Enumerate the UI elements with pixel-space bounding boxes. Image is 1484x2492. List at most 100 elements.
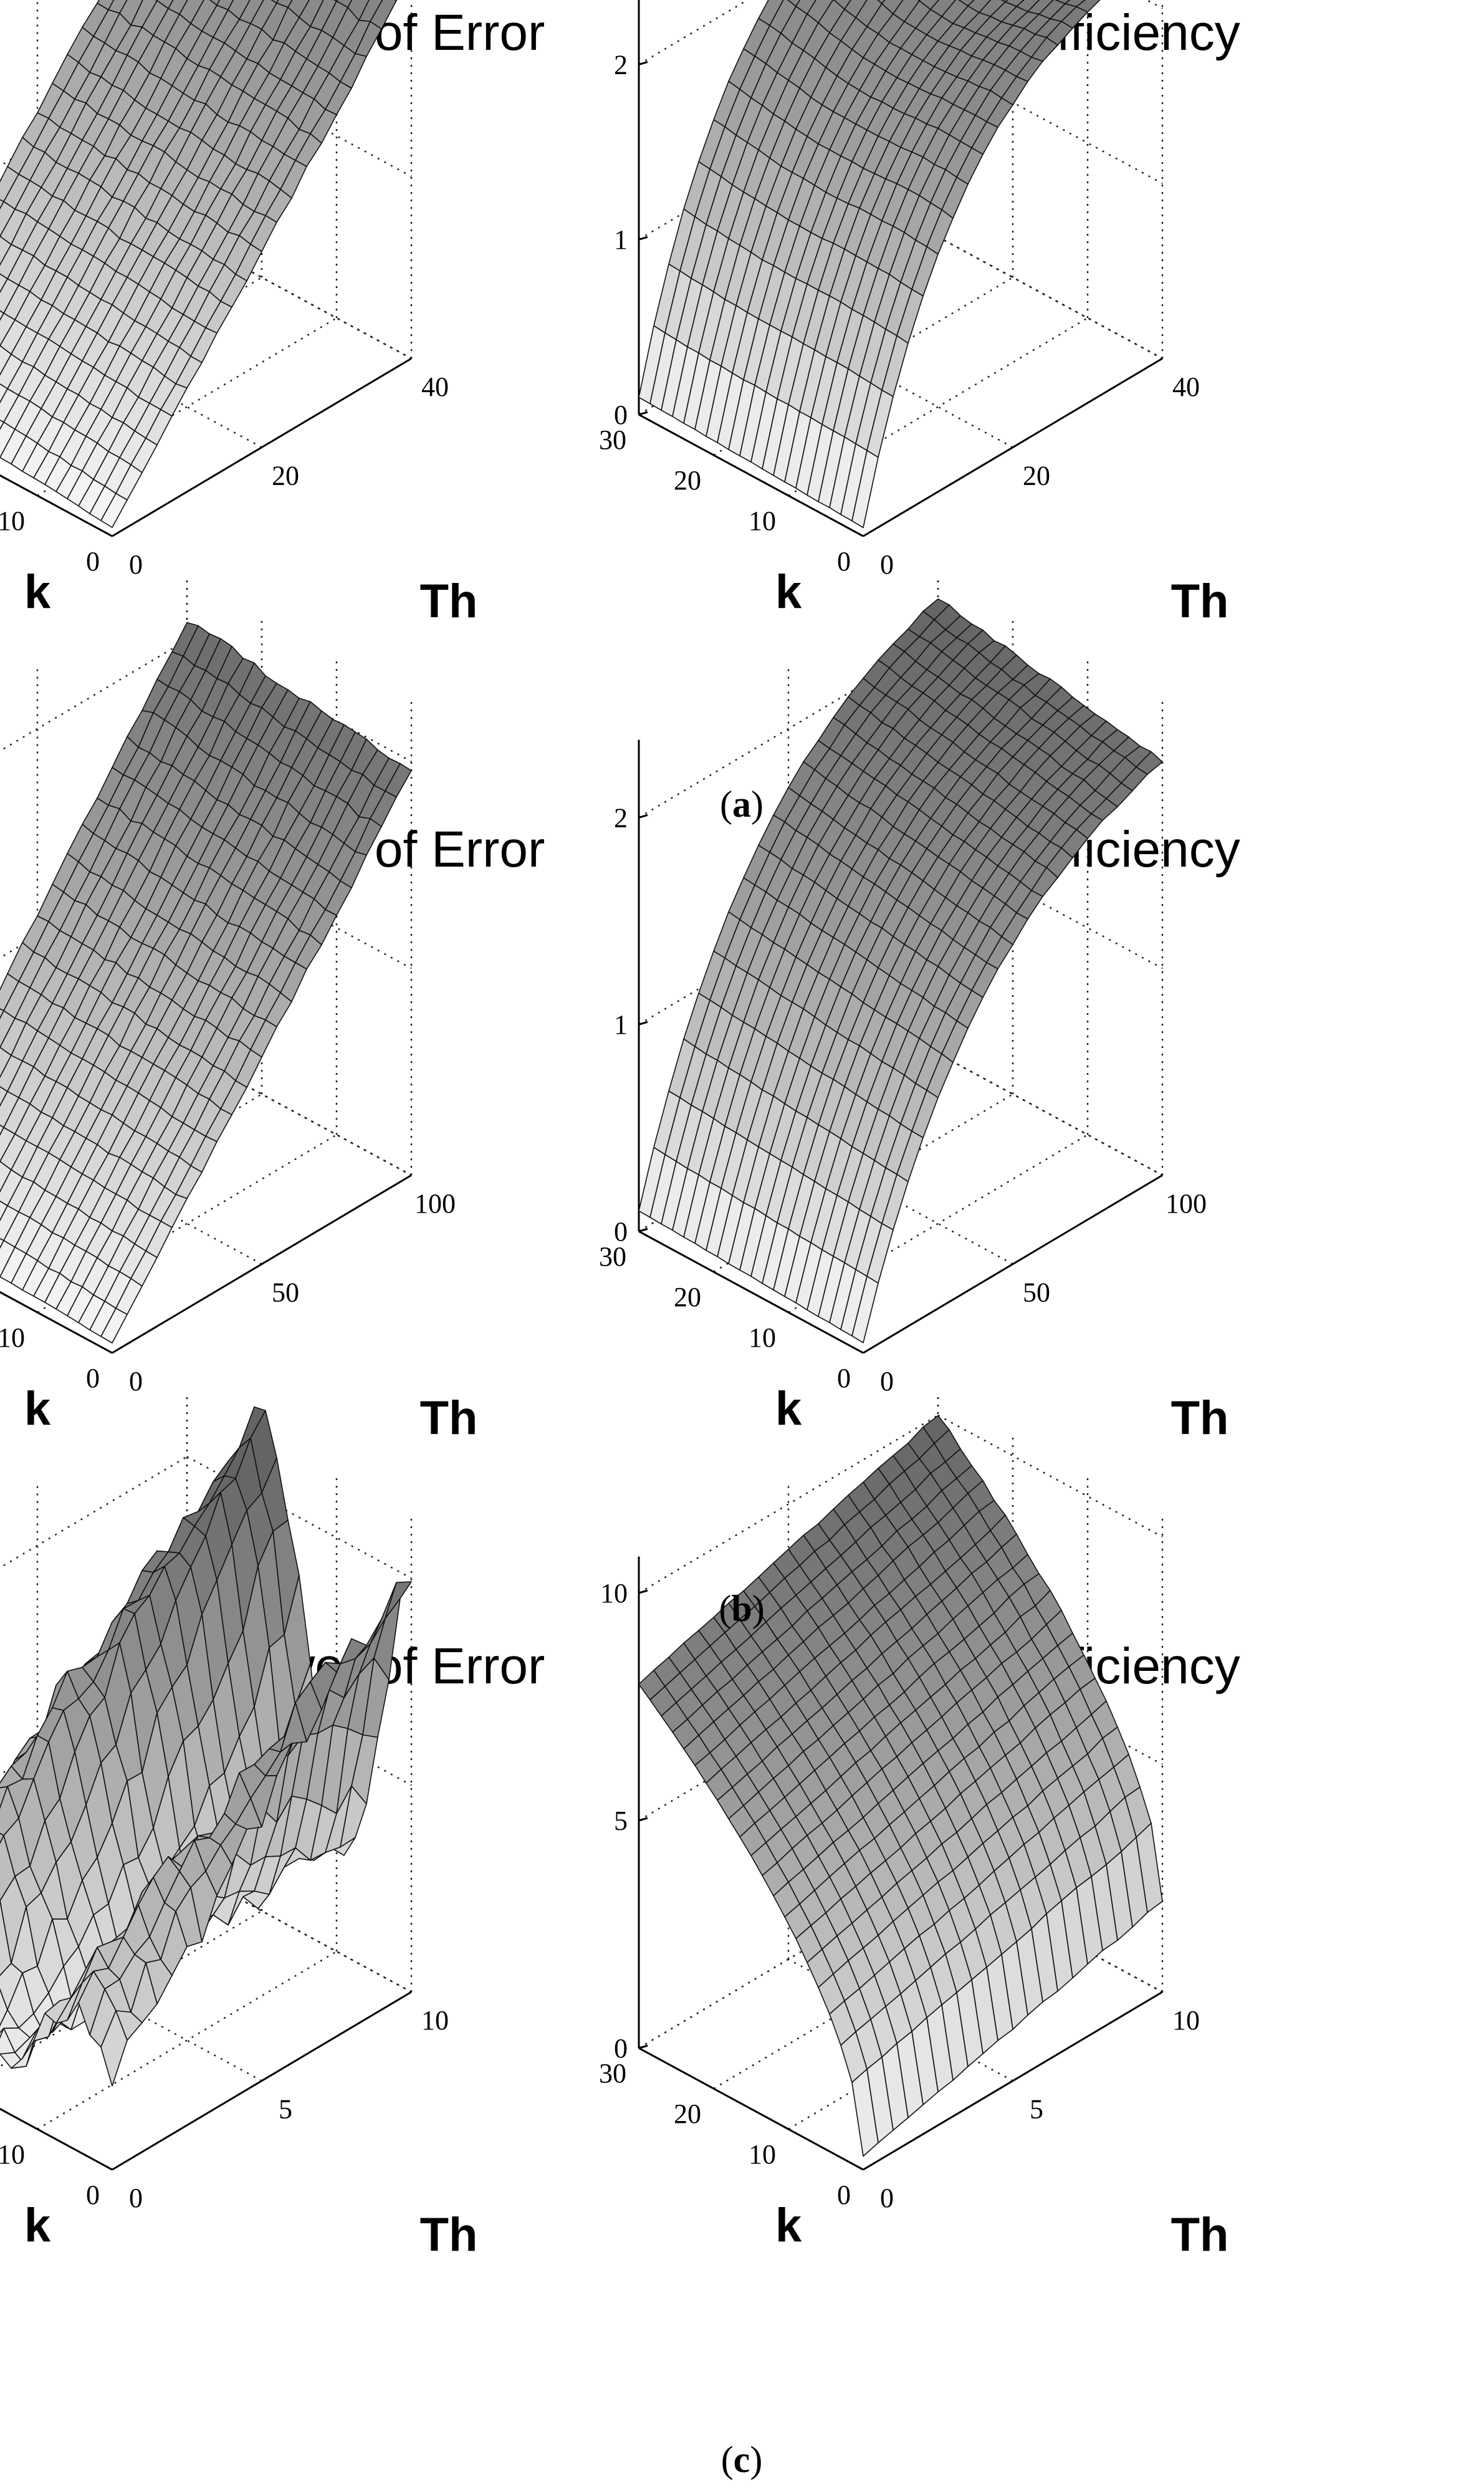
- grid-line: [788, 325, 1013, 448]
- k-tick-label: 20: [674, 1282, 701, 1312]
- surface-facet: [851, 450, 879, 529]
- surface-facet: [851, 1276, 879, 1344]
- th-axis: [112, 357, 412, 537]
- th-axis-label: Th: [1171, 575, 1229, 628]
- grid-line: [937, 236, 1163, 360]
- k-axis: [0, 2107, 113, 2171]
- surface-facet: [100, 493, 128, 528]
- k-tick-label: 10: [0, 1322, 25, 1353]
- z-tick-label: 0: [614, 2033, 628, 2064]
- k-axis-label: k: [775, 565, 802, 618]
- k-axis-label: k: [24, 1382, 51, 1435]
- z-tick: [638, 814, 648, 819]
- surface-facet: [851, 2069, 879, 2157]
- k-tick-label: 10: [749, 506, 776, 536]
- th-axis: [112, 1991, 412, 2171]
- k-tick-label: 10: [0, 506, 25, 536]
- th-axis-label: Th: [420, 2208, 478, 2261]
- k-axis: [638, 413, 864, 537]
- z-tick: [638, 61, 648, 65]
- th-axis-label: Th: [1171, 2208, 1229, 2261]
- th-axis: [863, 1991, 1163, 2171]
- k-axis-label: k: [24, 565, 51, 618]
- k-axis-label: k: [775, 1382, 802, 1435]
- th-tick-label: 5: [1030, 2094, 1043, 2125]
- grid-line: [937, 1052, 1163, 1176]
- th-tick-label: 0: [129, 549, 143, 580]
- z-tick-label: 5: [614, 1806, 628, 1836]
- k-axis-label: k: [24, 2199, 51, 2252]
- th-axis: [863, 357, 1163, 537]
- z-tick: [638, 1589, 648, 1594]
- th-tick-label: 100: [414, 1188, 456, 1219]
- surface-facet: [100, 2010, 128, 2087]
- k-tick-label: 30: [599, 1241, 626, 1272]
- k-axis: [638, 1230, 864, 1354]
- k-axis: [638, 2047, 864, 2171]
- th-axis-label: Th: [420, 575, 478, 628]
- z-tick-label: 1: [614, 1009, 628, 1040]
- th-tick-label: 100: [1166, 1188, 1207, 1219]
- k-tick-label: 20: [674, 2099, 701, 2129]
- k-tick-label: 10: [0, 2139, 25, 2170]
- th-tick-label: 0: [880, 1366, 894, 1397]
- grid-line: [37, 1958, 262, 2082]
- panel-b-left: Power of Error010200501000102030Thk: [0, 575, 545, 1445]
- caption-c: (c): [721, 2439, 763, 2480]
- th-tick-label: 0: [129, 2183, 143, 2213]
- z-tick-label: 10: [600, 1578, 628, 1609]
- surface-facet: [100, 1307, 128, 1344]
- th-tick-label: 10: [1172, 2005, 1200, 2036]
- k-tick-label: 0: [837, 546, 851, 577]
- caption-a: (a): [720, 784, 764, 825]
- th-tick-label: 0: [880, 2183, 894, 2213]
- grid-line: [186, 1052, 412, 1176]
- th-tick-label: 40: [1172, 372, 1200, 402]
- th-axis-label: Th: [1171, 1392, 1229, 1445]
- th-tick-label: 0: [880, 549, 894, 580]
- th-tick-label: 50: [272, 1277, 299, 1308]
- th-axis: [112, 1174, 412, 1354]
- k-tick-label: 0: [837, 2180, 851, 2210]
- caption-b: (b): [719, 1588, 764, 1629]
- grid-line: [186, 1456, 412, 1579]
- th-tick-label: 40: [421, 372, 449, 402]
- z-tick-label: 0: [614, 400, 628, 430]
- z-tick: [638, 1817, 648, 1822]
- z-tick-label: 2: [614, 802, 628, 833]
- th-tick-label: 0: [129, 1366, 143, 1397]
- th-axis: [863, 1174, 1163, 1354]
- k-tick-label: 0: [837, 1363, 851, 1393]
- z-tick: [638, 1021, 648, 1026]
- grid-line: [186, 236, 412, 360]
- k-tick-label: 20: [674, 465, 701, 496]
- k-axis: [0, 1291, 113, 1354]
- z-tick-label: 0: [614, 1216, 628, 1247]
- k-tick-label: 0: [86, 1363, 100, 1393]
- th-tick-label: 5: [279, 2094, 292, 2125]
- k-tick-label: 0: [86, 2180, 100, 2210]
- z-tick-label: 1: [614, 224, 628, 255]
- th-tick-label: 20: [1023, 461, 1050, 491]
- th-tick-label: 10: [421, 2005, 449, 2036]
- z-tick-label: 2: [614, 49, 628, 80]
- k-tick-label: 0: [86, 546, 100, 577]
- k-axis-label: k: [775, 2199, 802, 2252]
- grid-line: [186, 1869, 412, 1993]
- panel-c-left: Power of Error05010005100102030Thk: [0, 1392, 545, 2261]
- k-tick-label: 10: [749, 2139, 776, 2170]
- grid-line: [937, 1414, 1163, 1538]
- k-tick-label: 30: [599, 425, 626, 455]
- panels-layer: Power of Error01020020400102030ThkEffici…: [0, 0, 1240, 2261]
- k-tick-label: 30: [599, 2058, 626, 2089]
- z-tick: [638, 1228, 648, 1233]
- grid-line: [937, 61, 1163, 185]
- k-axis: [0, 474, 113, 537]
- z-tick: [638, 411, 648, 416]
- th-tick-label: 50: [1023, 1277, 1050, 1308]
- panel-a-left: Power of Error01020020400102030Thk: [0, 0, 545, 628]
